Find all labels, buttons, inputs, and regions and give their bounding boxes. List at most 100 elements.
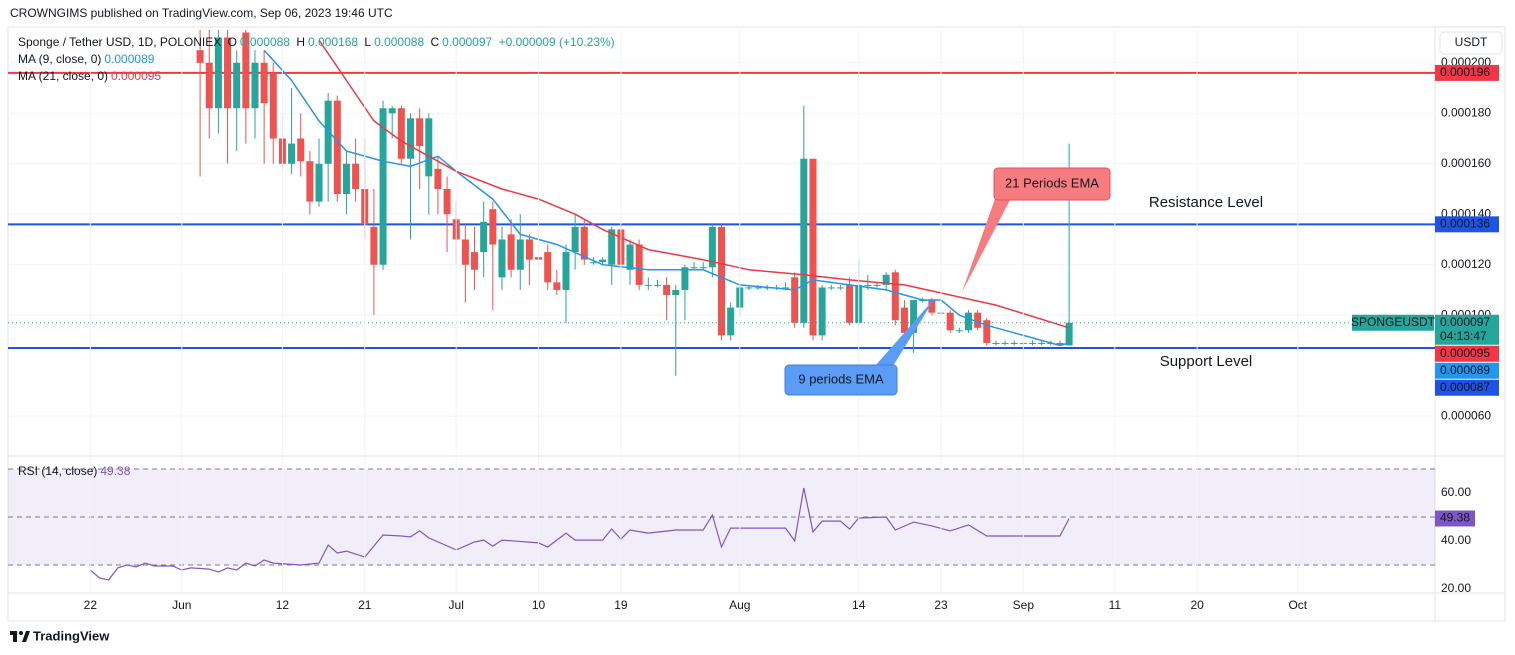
candle-body xyxy=(745,287,753,289)
candle-body xyxy=(434,168,442,189)
candle-body xyxy=(498,239,506,278)
candle-body xyxy=(471,252,479,270)
x-tick-label: Sep xyxy=(1013,598,1035,612)
candle-body xyxy=(544,252,552,283)
candle-body xyxy=(1038,342,1046,344)
legend-rsi-value: 49.38 xyxy=(100,464,131,478)
currency[interactable]: USDT xyxy=(1455,35,1488,49)
candle-body xyxy=(352,163,360,189)
candle-body xyxy=(1056,342,1064,346)
ma9-tag-bg xyxy=(1435,362,1499,379)
level-tag: 0.000087 xyxy=(1440,380,1490,394)
candle-body xyxy=(214,37,222,109)
candle-body xyxy=(416,118,424,147)
callout-pointer xyxy=(875,298,935,366)
candle-body xyxy=(690,267,698,269)
candle-body xyxy=(288,143,296,164)
candle-body xyxy=(727,307,735,336)
legend-title: Sponge / Tether USD, 1D, POLONIEX xyxy=(18,35,222,49)
candle-body xyxy=(589,262,597,264)
candle-body xyxy=(379,108,387,265)
candle-body xyxy=(480,221,488,253)
x-tick-label: 20 xyxy=(1190,598,1204,612)
candle-body xyxy=(260,62,268,104)
candle-body xyxy=(242,32,250,109)
candle-body xyxy=(297,138,305,162)
rsi-tag: 49.38 xyxy=(1440,511,1470,525)
callout-box xyxy=(993,167,1111,201)
candle-body xyxy=(873,284,881,286)
candle-body xyxy=(782,287,790,289)
candle-body xyxy=(1029,342,1037,344)
candle-body xyxy=(525,239,533,260)
candle-body xyxy=(910,300,918,333)
legend-close: 0.000097 xyxy=(442,35,493,49)
candle-body xyxy=(599,259,607,263)
legend-main: Sponge / Tether USD, 1D, POLONIEX O 0.000… xyxy=(18,35,618,49)
candle-body xyxy=(809,158,817,336)
candle-body xyxy=(882,274,890,285)
symbol-tag-bg xyxy=(1352,314,1434,331)
callout-box xyxy=(784,364,898,396)
candle-body xyxy=(461,239,469,265)
currency-button[interactable] xyxy=(1439,31,1503,55)
moving-average xyxy=(318,39,1070,329)
candle-body xyxy=(489,209,497,245)
annotation: Resistance Level xyxy=(1149,194,1263,211)
candle-body xyxy=(562,252,570,290)
candle-body xyxy=(443,188,451,215)
legend-o: O xyxy=(227,35,237,49)
x-tick-label: Oct xyxy=(1288,598,1307,612)
candle-body xyxy=(315,163,323,202)
rsi-line xyxy=(89,487,1070,581)
rsi-tick-label: 40.00 xyxy=(1441,533,1471,547)
candle-body xyxy=(306,161,314,202)
legend-ma21-name: MA (21, close, 0) xyxy=(18,69,109,83)
callout-pointer xyxy=(962,196,1010,292)
rsi-pane xyxy=(8,468,1435,581)
candle-body xyxy=(571,226,579,253)
x-tick-label: 21 xyxy=(358,598,372,612)
callout-text: 21 Periods EMA xyxy=(1005,175,1099,190)
candle-body xyxy=(791,277,799,323)
x-tick-label: Jun xyxy=(172,598,191,612)
candle-body xyxy=(891,272,899,321)
level-tag: 0.000136 xyxy=(1440,217,1490,231)
candle-body xyxy=(196,50,204,63)
legend-rsi-name: RSI (14, close) xyxy=(18,464,98,478)
candle-body xyxy=(827,287,835,289)
x-tick-label: 19 xyxy=(614,598,628,612)
candle-body xyxy=(900,307,908,333)
footer-brand: TradingView xyxy=(33,628,110,643)
legend-ma9-value: 0.000089 xyxy=(104,52,155,66)
candle-body xyxy=(342,163,350,195)
countdown: 04:13:47 xyxy=(1440,329,1487,343)
candle-body xyxy=(754,287,762,289)
candle-body xyxy=(928,300,936,313)
y-tick-label: 0.000060 xyxy=(1441,408,1491,422)
candle-body xyxy=(846,284,854,323)
x-tick-label: 12 xyxy=(276,598,290,612)
legend-c: C xyxy=(430,35,440,49)
legend-open: 0.000088 xyxy=(239,35,290,49)
candle-body xyxy=(251,62,259,109)
candle-body xyxy=(397,108,405,159)
candle-body xyxy=(1065,322,1073,346)
level-tag-bg xyxy=(1435,379,1499,396)
candle-body xyxy=(983,320,991,343)
candle-body xyxy=(818,287,826,336)
candle-body xyxy=(626,244,634,270)
legend-l: L xyxy=(364,35,372,49)
candle-body xyxy=(1010,342,1018,344)
candle-body xyxy=(635,244,643,285)
candle-body xyxy=(1001,342,1009,344)
x-tick-label: Jul xyxy=(449,598,464,612)
candle-body xyxy=(946,312,954,331)
candle-body xyxy=(964,312,972,331)
candle-body xyxy=(718,226,725,336)
candle-body xyxy=(324,100,332,164)
legend-ma21: MA (21, close, 0) 0.000095 xyxy=(18,69,164,83)
legend-high: 0.000168 xyxy=(307,35,359,49)
candle-body xyxy=(516,239,524,270)
